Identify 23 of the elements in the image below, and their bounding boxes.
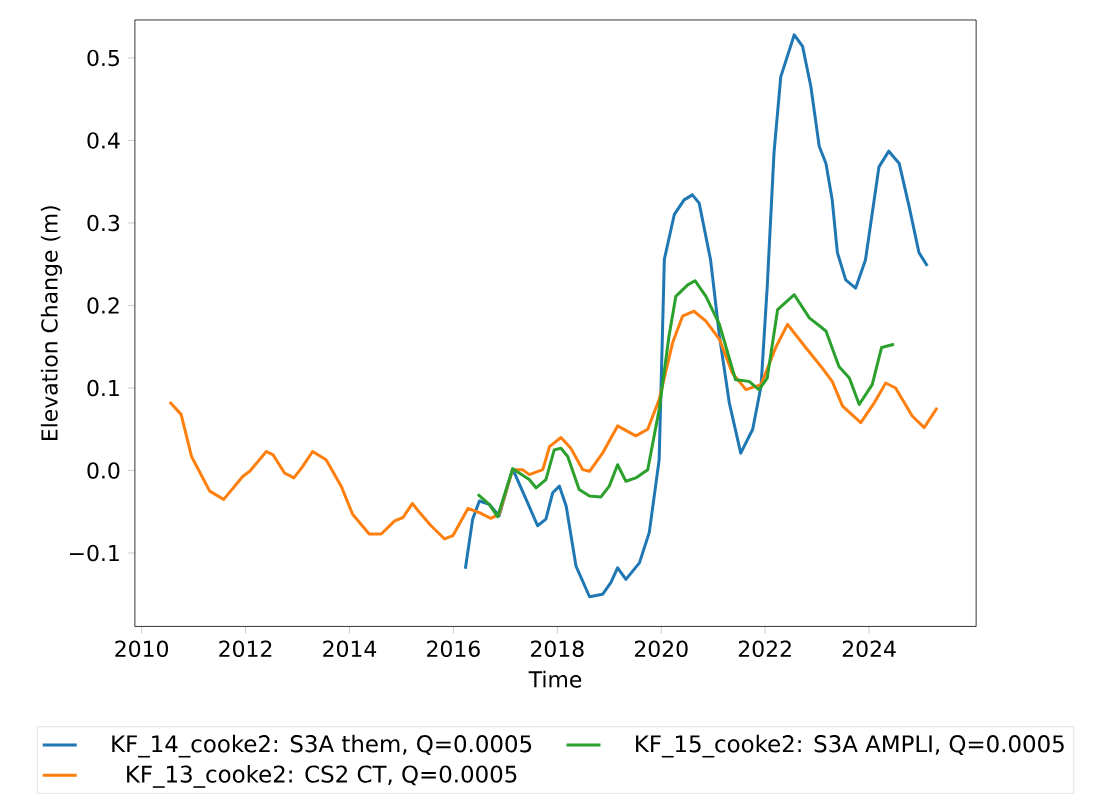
x-tick-label: 2018 xyxy=(531,640,584,657)
x-axis-title: Time xyxy=(528,670,582,688)
x-tick-label: 2012 xyxy=(219,640,272,657)
x-tick-label: 2020 xyxy=(634,640,688,657)
y-tick-label: 0.3 xyxy=(87,214,120,232)
legend-label: KF_13_cooke2: CS2 CT, Q=0.0005 xyxy=(127,764,517,788)
y-tick-label: 0.0 xyxy=(87,462,120,479)
x-tick-label: 2010 xyxy=(115,640,169,657)
line-series xyxy=(463,33,929,599)
y-tick-label: 0.5 xyxy=(87,49,119,67)
line-series xyxy=(476,279,896,519)
x-tick-label: 2022 xyxy=(738,640,791,657)
x-tick-label: 2014 xyxy=(323,640,377,657)
legend-label: KF_14_cooke2: S3A them, Q=0.0005 xyxy=(112,734,532,758)
x-tick-label: 2016 xyxy=(427,640,480,657)
line-series xyxy=(168,309,939,541)
legend-label: KF_15_cooke2: S3A AMPLI, Q=0.0005 xyxy=(636,734,1064,758)
y-tick-label: 0.4 xyxy=(87,132,120,149)
x-tick-label: 2024 xyxy=(842,640,896,657)
y-axis-title: Elevation Change (m) xyxy=(40,206,62,440)
y-tick-label: −0.1 xyxy=(69,544,119,562)
y-tick-label: 0.1 xyxy=(87,379,119,397)
y-tick-label: 0.2 xyxy=(87,297,119,314)
